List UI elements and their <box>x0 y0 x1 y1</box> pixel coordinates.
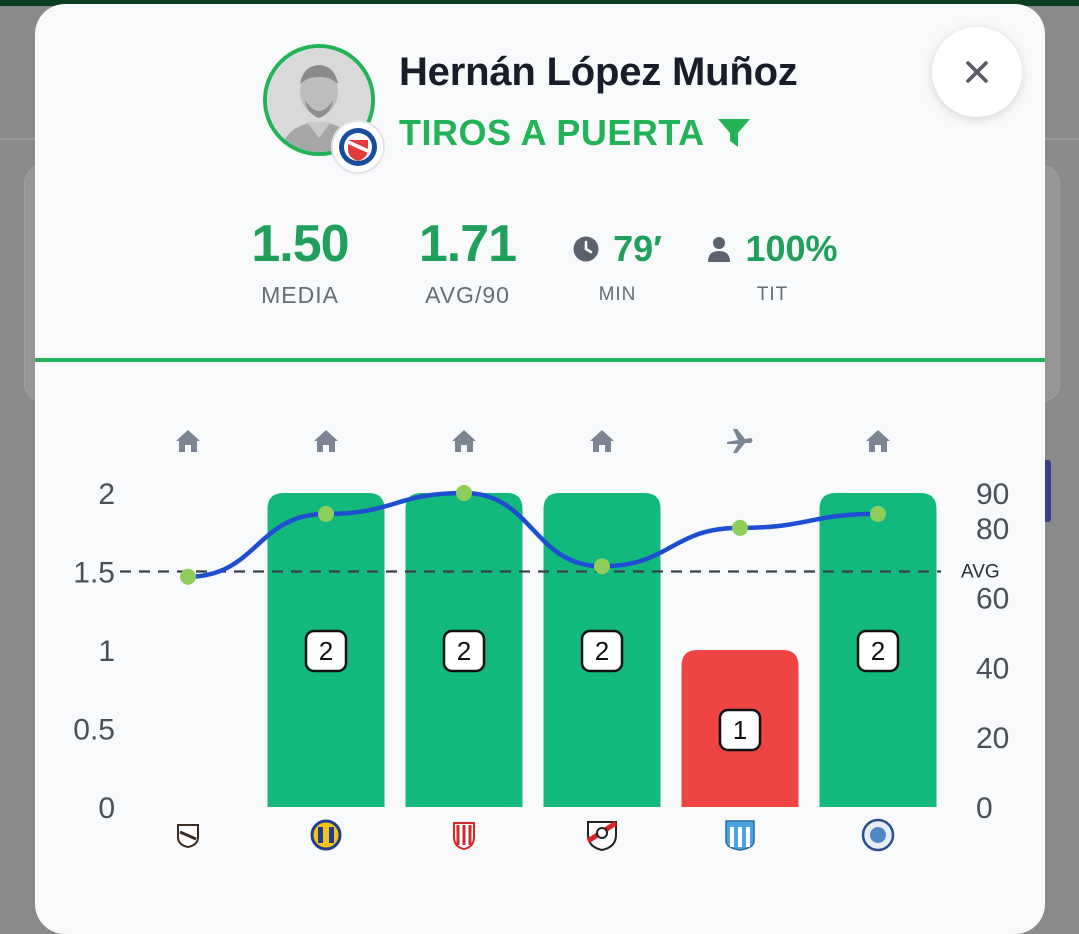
bar-value-label: 2 <box>871 636 885 666</box>
kpi-minutes-label: MIN <box>598 284 637 305</box>
minutes-point[interactable] <box>318 505 334 522</box>
kpi-starter-value: 100% <box>745 228 838 269</box>
top-app-bar <box>0 0 1079 6</box>
minutes-line <box>185 490 881 579</box>
team-crest-stripe <box>746 827 750 847</box>
team-crest-stripe <box>738 827 742 847</box>
filter-icon[interactable] <box>717 117 751 149</box>
close-button[interactable] <box>932 27 1022 117</box>
home-icon <box>452 430 476 452</box>
kpi-minutes: 79′ MIN <box>560 228 675 306</box>
header-divider <box>35 358 1045 362</box>
bar-value-label: 1 <box>733 715 747 745</box>
player-stat-modal: Hernán López Muñoz TIROS A PUERTA 1.50 M… <box>35 4 1045 934</box>
home-icon <box>314 430 338 452</box>
team-crest-stripe <box>456 825 460 845</box>
team-crest-stripe <box>329 827 334 843</box>
y2-axis-tick: 20 <box>976 722 1009 755</box>
stat-title: TIROS A PUERTA <box>399 112 705 153</box>
minutes-point[interactable] <box>870 505 886 522</box>
y-axis-tick: 0.5 <box>73 714 115 747</box>
player-name: Hernán López Muñoz <box>399 50 798 94</box>
value-badge <box>718 708 762 752</box>
team-crest-stripe <box>462 825 466 845</box>
y-axis-tick: 1 <box>98 635 115 668</box>
kpi-starter: 100% TIT <box>695 228 850 306</box>
club-crest-icon <box>331 120 385 174</box>
kpi-starter-label: TIT <box>756 284 789 305</box>
y2-axis-tick: 80 <box>976 513 1009 546</box>
bar-value-label: 2 <box>319 636 333 666</box>
minutes-point[interactable] <box>180 568 196 585</box>
stat-selector[interactable]: TIROS A PUERTA <box>399 112 751 154</box>
team-crest-center <box>596 827 608 839</box>
kpi-media: 1.50 MEDIA <box>240 214 360 309</box>
team-crest-stripe <box>730 827 734 847</box>
team-crest-icon <box>310 819 342 851</box>
background-element <box>1041 460 1051 522</box>
close-icon <box>966 61 988 83</box>
team-crest-stripe <box>318 827 323 843</box>
bar-value-label: 2 <box>457 636 471 666</box>
average-label: AVG <box>961 562 1000 583</box>
bar-value-label: 2 <box>595 636 609 666</box>
kpi-minutes-value: 79′ <box>613 228 662 269</box>
plane-icon <box>727 429 753 453</box>
minutes-point[interactable] <box>456 485 472 501</box>
team-crest-center <box>870 827 886 843</box>
minutes-point[interactable] <box>594 558 610 575</box>
kpi-avg90: 1.71 AVG/90 <box>405 214 530 309</box>
home-icon <box>866 430 890 452</box>
y-axis-tick: 2 <box>98 478 115 511</box>
kpi-avg90-label: AVG/90 <box>425 282 510 308</box>
clock-icon <box>573 236 599 262</box>
y2-axis-tick: 0 <box>976 792 993 825</box>
value-badge <box>580 629 624 673</box>
kpi-media-value: 1.50 <box>251 215 349 273</box>
home-icon <box>590 430 614 452</box>
value-badge <box>856 629 900 673</box>
kpi-media-label: MEDIA <box>261 282 339 308</box>
minutes-point[interactable] <box>732 519 748 536</box>
value-badge <box>442 629 486 673</box>
kpi-avg90-value: 1.71 <box>418 215 517 273</box>
y-axis-tick: 0 <box>98 792 115 825</box>
y2-axis-tick: 40 <box>976 652 1009 685</box>
team-crest-stripe <box>468 825 472 845</box>
person-icon <box>708 237 731 262</box>
team-crest-stripe <box>179 830 197 841</box>
y2-axis-tick: 60 <box>976 583 1009 616</box>
y2-axis-tick: 90 <box>976 478 1009 511</box>
value-badge <box>304 629 348 673</box>
home-icon <box>176 430 200 452</box>
player-avatar-group <box>263 44 385 174</box>
y-axis-tick: 1.5 <box>73 557 115 590</box>
